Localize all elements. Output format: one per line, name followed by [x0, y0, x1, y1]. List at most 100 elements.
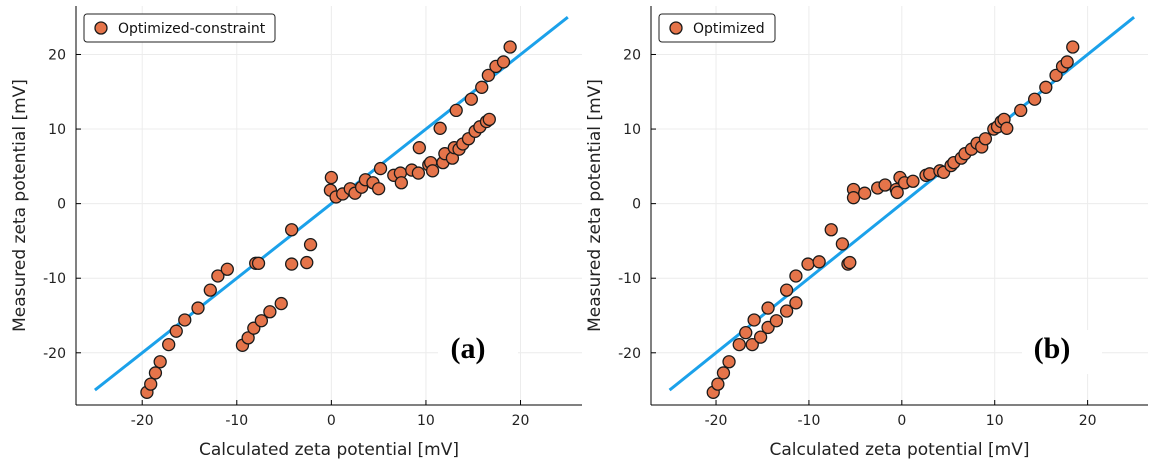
data-point: [303, 238, 318, 252]
data-point: [858, 186, 872, 200]
x-tick-label: -20: [131, 413, 154, 429]
data-point: [1066, 40, 1080, 54]
data-point: [144, 377, 158, 391]
data-point: [747, 313, 761, 327]
data-point: [251, 256, 266, 270]
x-tick-label: 0: [327, 413, 336, 429]
data-point: [481, 68, 496, 83]
data-point: [732, 337, 746, 352]
data-point: [745, 337, 759, 352]
x-axis-title: Calculated zeta potential [mV]: [770, 440, 1030, 460]
x-tick-label: -20: [705, 413, 728, 429]
panel-label-background: [1022, 330, 1102, 374]
legend-box: [83, 13, 276, 43]
data-point: [789, 269, 803, 283]
data-point: [843, 255, 857, 270]
data-point: [482, 112, 496, 127]
data-point: [148, 366, 163, 380]
legend-box: [658, 13, 776, 43]
x-tick-label: 10: [417, 413, 435, 429]
x-tick-label: -10: [797, 413, 820, 429]
x-tick-label: 20: [1079, 413, 1097, 429]
x-axis-title: Calculated zeta potential [mV]: [199, 440, 459, 460]
x-tick-label: 20: [512, 413, 530, 429]
data-point: [411, 166, 426, 180]
data-point: [324, 170, 339, 185]
data-point: [178, 313, 192, 327]
data-point: [789, 296, 803, 310]
data-point: [711, 377, 725, 391]
y-axis-title: Measured zeta potential [mV]: [585, 79, 605, 332]
data-point: [716, 366, 731, 380]
y-tick-label: -10: [618, 271, 641, 287]
data-point: [203, 283, 217, 297]
data-point: [812, 255, 826, 269]
data-point: [753, 330, 768, 344]
data-point: [433, 121, 447, 135]
data-point: [846, 191, 861, 205]
data-point: [1028, 92, 1042, 106]
data-point: [220, 262, 234, 276]
data-point: [241, 331, 255, 345]
legend-marker: [669, 21, 683, 35]
data-point: [769, 314, 784, 328]
data-point: [464, 92, 478, 106]
y-tick-label: 0: [57, 197, 66, 213]
data-point: [394, 176, 409, 190]
data-point: [372, 182, 386, 196]
y-tick-label: -10: [43, 271, 66, 287]
data-point: [878, 178, 892, 192]
data-point: [263, 305, 277, 319]
y-tick-label: 20: [623, 47, 641, 63]
data-point: [274, 296, 288, 311]
data-point: [162, 337, 176, 352]
data-point: [1000, 121, 1014, 135]
data-point: [906, 174, 920, 188]
data-point: [890, 185, 904, 200]
data-point: [1014, 103, 1028, 118]
data-point: [191, 301, 205, 315]
data-point: [475, 80, 489, 94]
data-point: [722, 355, 736, 369]
data-point: [373, 161, 388, 176]
data-point: [1039, 80, 1053, 94]
data-point: [425, 164, 440, 178]
legend-label: Optimized: [693, 21, 765, 37]
data-point: [739, 326, 753, 340]
panel-b: -20 -10 0 10 20 -20 -10 0 10 20 Calculated zeta po…: [585, 6, 1148, 460]
y-tick-label: -20: [43, 346, 66, 362]
data-point: [496, 55, 511, 69]
data-point: [412, 141, 426, 155]
panel-label: (a): [451, 332, 486, 365]
data-point: [284, 257, 299, 271]
y-tick-label: 10: [48, 122, 66, 138]
data-point: [761, 301, 775, 315]
data-point: [1060, 55, 1074, 69]
panel-a: -20 -10 0 10 20 -20 -10 0 10 20 Calculated zeta po…: [10, 6, 582, 460]
legend-label: Optimized-constraint: [118, 21, 266, 37]
y-tick-label: -20: [618, 346, 641, 362]
y-tick-label: 20: [48, 47, 66, 63]
data-point: [169, 324, 183, 338]
x-tick-label: -10: [225, 413, 248, 429]
data-point: [1049, 68, 1063, 83]
data-point: [153, 355, 167, 369]
data-point: [300, 255, 314, 270]
panel-label-background: [438, 330, 518, 374]
data-point: [449, 103, 463, 118]
data-point: [824, 223, 838, 237]
y-tick-label: 0: [632, 197, 641, 213]
data-point: [779, 304, 794, 318]
data-point: [779, 283, 794, 297]
data-point: [801, 257, 815, 271]
y-axis-title: Measured zeta potential [mV]: [10, 79, 30, 332]
x-tick-label: 10: [986, 413, 1004, 429]
legend-marker: [94, 21, 108, 35]
data-point: [978, 132, 993, 146]
panel-label: (b): [1034, 332, 1071, 365]
data-point: [254, 314, 269, 328]
x-tick-label: 0: [897, 413, 906, 429]
y-tick-label: 10: [623, 122, 641, 138]
data-point: [503, 40, 517, 54]
